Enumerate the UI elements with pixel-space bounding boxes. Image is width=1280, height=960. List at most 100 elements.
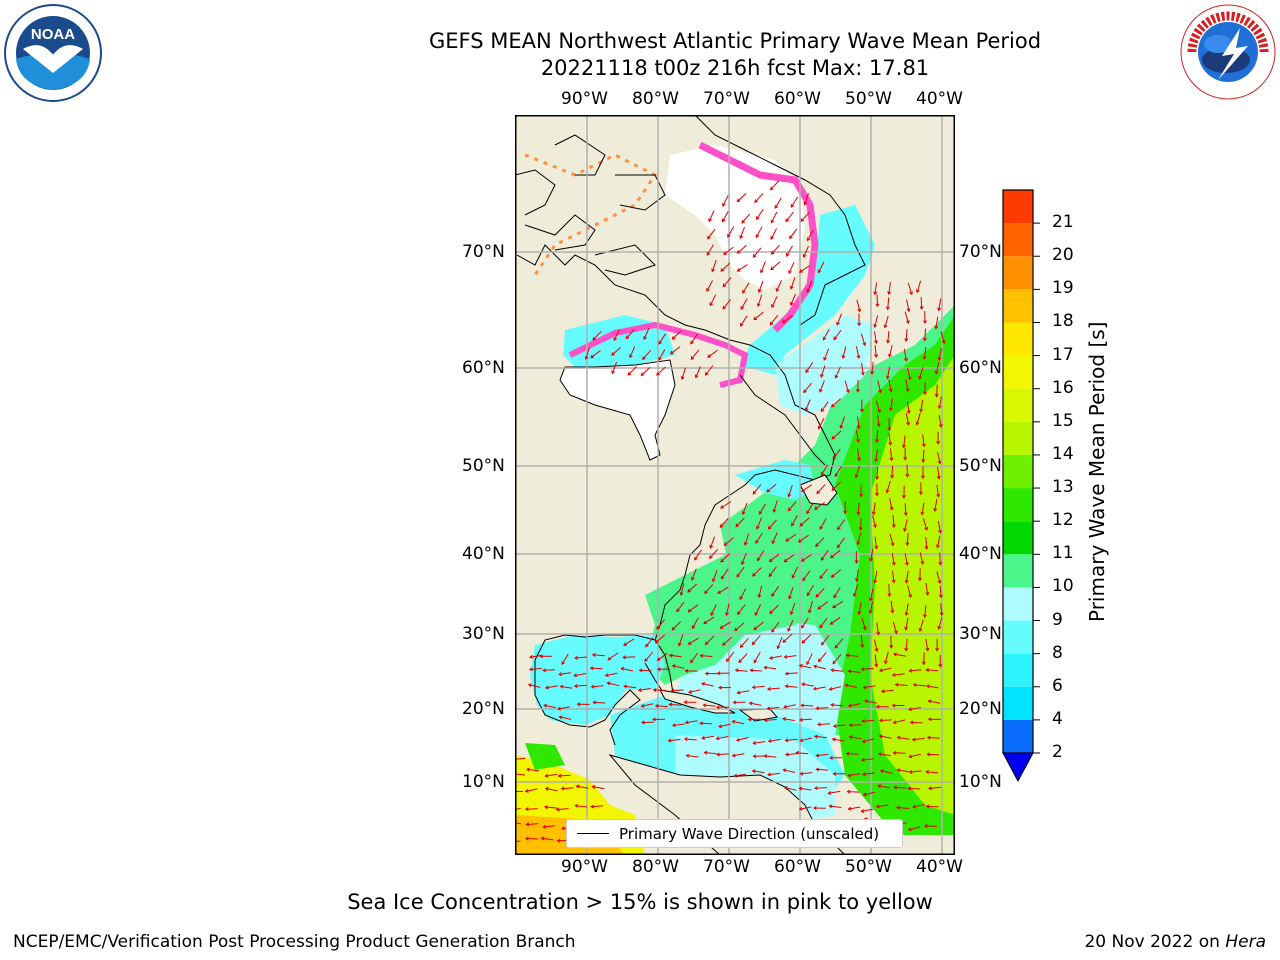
wave-direction-arrowhead: [652, 717, 656, 722]
wave-direction-arrowhead: [830, 702, 835, 707]
wave-direction-arrowhead: [620, 666, 625, 671]
wave-direction-arrowhead: [904, 579, 909, 584]
wave-direction-arrow: [740, 637, 749, 648]
wave-direction-arrow: [925, 583, 929, 595]
wave-direction-arrowhead: [812, 686, 817, 691]
colorbar-tick-label: 17: [1052, 344, 1074, 365]
wave-direction-arrow: [925, 638, 929, 651]
wave-direction-arrowhead: [847, 669, 852, 674]
wave-direction-arrowhead: [789, 235, 793, 240]
wave-direction-arrow: [880, 770, 893, 774]
wave-direction-arrow: [690, 333, 699, 345]
wave-direction-arrow: [782, 633, 793, 643]
wave-direction-arrow: [886, 480, 891, 493]
wave-direction-arrow: [669, 654, 682, 658]
wave-direction-arrowhead: [860, 667, 865, 672]
wave-direction-arrow: [558, 706, 570, 710]
wave-direction-arrowhead: [918, 375, 923, 380]
wave-direction-arrowhead: [798, 269, 803, 273]
wave-direction-arrow: [860, 333, 866, 346]
wave-direction-arrowhead: [785, 538, 789, 542]
wave-direction-arrowhead: [888, 388, 893, 393]
wave-direction-arrow: [831, 481, 841, 491]
wave-direction-arrow: [904, 519, 908, 532]
wave-direction-arrowhead: [789, 285, 794, 290]
wave-direction-arrow: [803, 245, 809, 258]
colorbar-tick-label: 13: [1052, 477, 1074, 498]
wave-direction-arrowhead: [925, 668, 930, 673]
wave-direction-arrowhead: [685, 753, 690, 758]
wave-direction-arrow: [723, 537, 734, 546]
wave-direction-arrowhead: [813, 664, 817, 669]
wave-direction-arrow: [862, 772, 875, 775]
wave-direction-arrow: [753, 311, 764, 320]
wave-direction-arrowhead: [739, 644, 744, 649]
wave-direction-arrow: [785, 672, 798, 675]
wave-direction-arrow: [801, 554, 812, 562]
wave-direction-arrowhead: [893, 630, 898, 635]
wave-direction-arrow: [741, 552, 747, 565]
wave-direction-arrow: [591, 685, 604, 688]
wave-direction-arrow: [876, 429, 878, 443]
wave-direction-arrow: [712, 570, 718, 582]
credit-machine: Hera: [1225, 932, 1266, 952]
wave-direction-arrowhead: [856, 425, 861, 430]
wave-direction-arrow: [799, 265, 811, 273]
wave-direction-arrow: [783, 718, 795, 722]
wave-direction-arrow: [858, 602, 862, 615]
wave-direction-arrow: [919, 367, 924, 380]
wave-direction-arrowhead: [856, 541, 861, 546]
colorbar-segment: [1003, 587, 1033, 621]
wave-direction-arrowhead: [844, 683, 849, 688]
wave-direction-arrowhead: [906, 410, 911, 415]
colorbar-segment: [1003, 620, 1033, 654]
wave-direction-arrow: [756, 517, 762, 529]
wave-direction-arrowhead: [879, 769, 884, 774]
wave-direction-arrow: [861, 668, 874, 670]
lon-label-top-60w: 60°W: [774, 89, 821, 109]
wave-direction-arrowhead: [704, 371, 709, 376]
wave-direction-arrowhead: [640, 703, 645, 708]
wave-direction-arrowhead: [880, 689, 885, 694]
colorbar-segment: [1003, 190, 1033, 224]
wave-direction-arrow: [905, 329, 908, 342]
wave-direction-arrow: [657, 652, 668, 661]
wave-direction-arrowhead: [858, 526, 863, 531]
wave-direction-arrow: [861, 617, 866, 630]
wave-direction-arrowhead: [756, 303, 761, 308]
wave-direction-arrowhead: [736, 690, 741, 695]
colorbar-segment: [1003, 686, 1033, 720]
wave-direction-arrow: [935, 316, 939, 329]
wave-direction-arrowhead: [934, 393, 939, 398]
wave-direction-arrow: [927, 753, 940, 756]
wave-direction-arrow: [897, 769, 910, 773]
wave-direction-arrowhead: [590, 684, 595, 689]
wave-direction-arrowhead: [772, 508, 777, 513]
wave-direction-arrow: [892, 570, 895, 583]
wave-direction-arrowhead: [783, 786, 788, 790]
wave-direction-arrow: [556, 808, 569, 811]
wave-direction-arrow: [832, 654, 842, 664]
wave-direction-arrowhead: [896, 768, 901, 773]
wave-direction-arrow: [923, 347, 927, 360]
wave-direction-arrow: [727, 226, 735, 238]
wave-direction-arrowhead: [938, 561, 943, 566]
wave-direction-arrow: [853, 584, 859, 597]
wave-direction-arrowhead: [812, 806, 817, 811]
wave-direction-arrow: [709, 294, 717, 306]
wave-direction-arrow: [875, 449, 878, 462]
wave-direction-arrowhead: [827, 791, 832, 795]
wave-direction-arrow: [702, 735, 714, 739]
wave-direction-arrowhead: [734, 627, 739, 632]
wave-direction-arrowhead: [555, 807, 560, 812]
wave-direction-arrow: [830, 616, 841, 625]
wave-direction-arrow: [937, 451, 941, 464]
wave-direction-arrowhead: [722, 283, 727, 288]
wave-direction-arrow: [819, 518, 827, 530]
wave-direction-arrowhead: [767, 525, 772, 530]
wave-direction-arrow: [877, 380, 882, 393]
wave-direction-arrow: [856, 569, 859, 582]
wave-direction-arrow: [801, 484, 813, 492]
wave-direction-arrowhead: [760, 269, 764, 274]
wave-direction-arrowhead: [922, 614, 927, 619]
